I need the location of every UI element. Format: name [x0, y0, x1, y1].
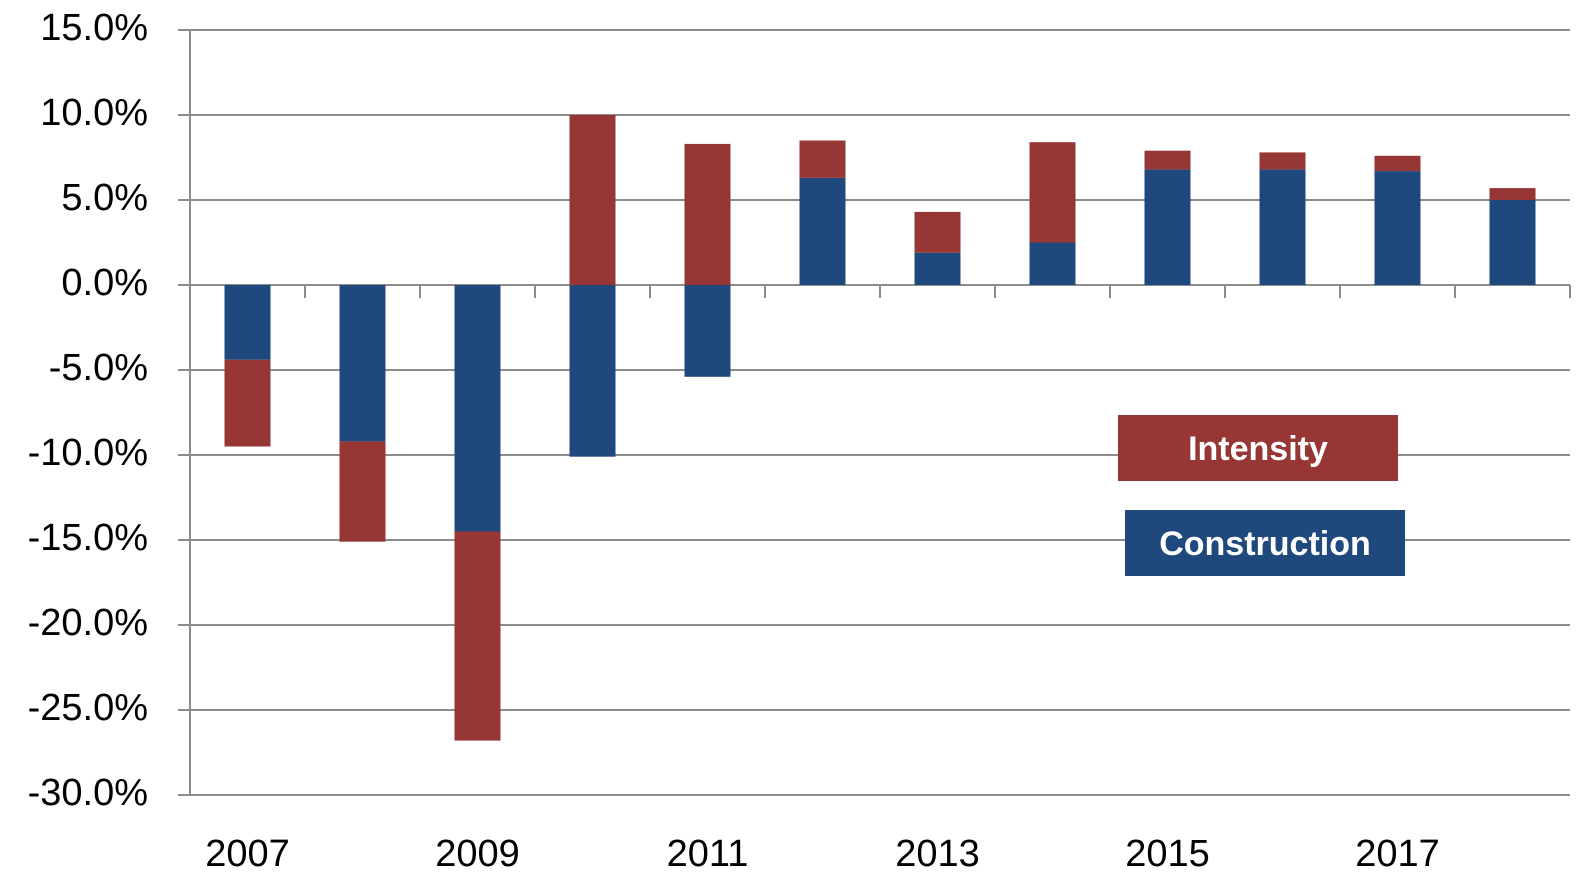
bar-segment: [799, 140, 846, 178]
bar-segment: [1029, 142, 1076, 243]
y-tick-label: -25.0%: [28, 687, 148, 729]
bar-segment: [799, 177, 846, 285]
y-tick-label: -10.0%: [28, 432, 148, 474]
bar-segment: [224, 285, 271, 360]
bar-segment: [1144, 169, 1191, 285]
y-tick-label: 15.0%: [40, 7, 148, 49]
x-tick-label: 2017: [1355, 833, 1440, 875]
y-tick-label: -30.0%: [28, 772, 148, 814]
bar-segment: [339, 441, 386, 542]
bar-segment: [1259, 169, 1306, 285]
bar-segment: [454, 285, 501, 532]
y-tick-label: -5.0%: [49, 347, 148, 389]
legend-label: Construction: [1159, 525, 1371, 563]
y-tick-label: -20.0%: [28, 602, 148, 644]
bar-segment: [569, 115, 616, 285]
bar-segment: [454, 531, 501, 741]
bar-segment: [914, 211, 961, 253]
bar-segment: [684, 285, 731, 377]
bar-segment: [224, 359, 271, 447]
x-tick-label: 2011: [667, 833, 749, 875]
bar-segment: [684, 143, 731, 285]
bar-segment: [1029, 242, 1076, 285]
legend-label: Intensity: [1188, 430, 1328, 468]
x-tick-label: 2013: [895, 833, 980, 875]
y-tick-label: -15.0%: [28, 517, 148, 559]
x-tick-label: 2007: [205, 833, 290, 875]
x-tick-label: 2009: [435, 833, 520, 875]
legend-swatch: [1118, 415, 1398, 481]
y-tick-label: 0.0%: [61, 262, 148, 304]
y-tick-label: 10.0%: [40, 92, 148, 134]
bar-segment: [914, 252, 961, 285]
bar-segment: [339, 285, 386, 442]
y-tick-label: 5.0%: [61, 177, 148, 219]
bar-segment: [1144, 150, 1191, 170]
x-tick-label: 2015: [1125, 833, 1210, 875]
bar-segment: [1489, 188, 1536, 200]
bar-segment: [569, 285, 616, 457]
bar-segment: [1374, 155, 1421, 172]
bar-segment: [1489, 200, 1536, 285]
bar-segment: [1374, 171, 1421, 285]
bar-segment: [1259, 152, 1306, 170]
legend-swatch: [1125, 510, 1405, 576]
